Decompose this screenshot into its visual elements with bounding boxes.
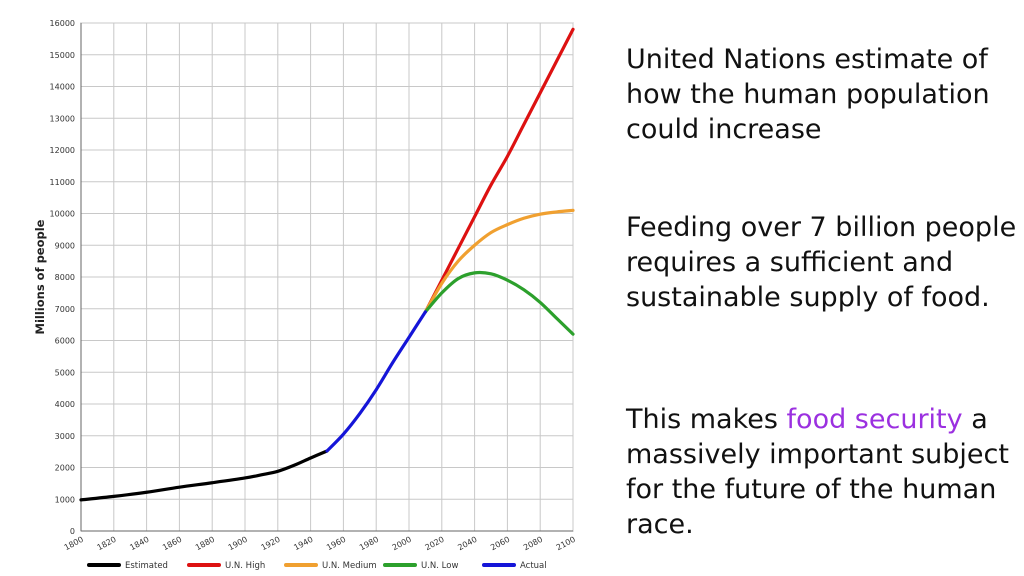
y-tick-label: 3000 [55, 432, 75, 441]
series-line-estimated [79, 449, 329, 502]
x-tick-label: 1960 [325, 535, 347, 553]
series-line-u-n-medium [423, 208, 575, 314]
paragraph-un-estimate: United Nations estimate of how the human… [626, 44, 990, 145]
y-tick-label: 12000 [50, 146, 75, 155]
y-tick-label: 5000 [55, 368, 75, 377]
y-tick-label: 6000 [55, 337, 75, 346]
series-line-u-n-low [423, 270, 575, 336]
x-tick-label: 1880 [194, 535, 216, 553]
y-tick-label: 1000 [55, 495, 75, 504]
y-tick-label: 10000 [50, 210, 75, 219]
chart-series [79, 27, 575, 502]
y-tick-label: 11000 [50, 178, 75, 187]
x-tick-label: 2040 [456, 535, 478, 553]
x-tick-label: 1920 [260, 535, 282, 553]
x-tick-label: 2000 [391, 535, 413, 553]
food-security-highlight: food security [786, 404, 963, 435]
x-tick-label: 1900 [227, 535, 249, 553]
x-tick-label: 1800 [63, 535, 85, 553]
legend-label-actual: Actual [520, 561, 547, 571]
y-tick-label: 16000 [50, 19, 75, 28]
chart-legend: Estimated U.N. High U.N. Medium U.N. Low Act… [87, 561, 547, 571]
y-tick-label: 8000 [55, 273, 75, 282]
x-tick-label: 2100 [555, 535, 577, 553]
x-tick-label: 2020 [424, 535, 446, 553]
paragraph-food-security-start: This makes [626, 404, 787, 435]
chart-grid [80, 22, 574, 532]
y-tick-label: 7000 [55, 305, 75, 314]
y-tick-label: 4000 [55, 400, 75, 409]
legend-label-estimated: Estimated [125, 561, 168, 571]
y-tick-label: 2000 [55, 464, 75, 473]
series-line-u-n-high [423, 27, 575, 314]
y-tick-label: 9000 [55, 241, 75, 250]
paragraph-feeding: Feeding over 7 billion people requires a… [626, 212, 1017, 313]
population-chart: 1800 1820 1840 1860 1880 1900 1920 1940 1960 1980… [33, 19, 577, 571]
paragraph-food-security: This makes food security a massively imp… [626, 402, 1021, 542]
series-line-actual [325, 310, 427, 453]
y-tick-label: 14000 [50, 83, 75, 92]
x-tick-label: 2060 [489, 535, 511, 553]
y-tick-label: 15000 [50, 51, 75, 60]
x-tick-label: 1820 [96, 535, 118, 553]
x-tick-label: 1840 [128, 535, 150, 553]
legend-label-u-n-high: U.N. High [225, 561, 265, 571]
y-axis-label: Millions of people [33, 219, 47, 334]
y-tick-label: 0 [70, 527, 75, 536]
y-tick-label: 13000 [50, 114, 75, 123]
x-tick-label: 1980 [358, 535, 380, 553]
x-tick-label: 2080 [522, 535, 544, 553]
x-tick-label: 1940 [292, 535, 314, 553]
legend-label-u-n-medium: U.N. Medium [322, 561, 377, 571]
x-tick-label: 1860 [161, 535, 183, 553]
legend-label-u-n-low: U.N. Low [421, 561, 458, 571]
paragraph-food-security-end: a massively important subject for the fu… [626, 404, 1009, 540]
